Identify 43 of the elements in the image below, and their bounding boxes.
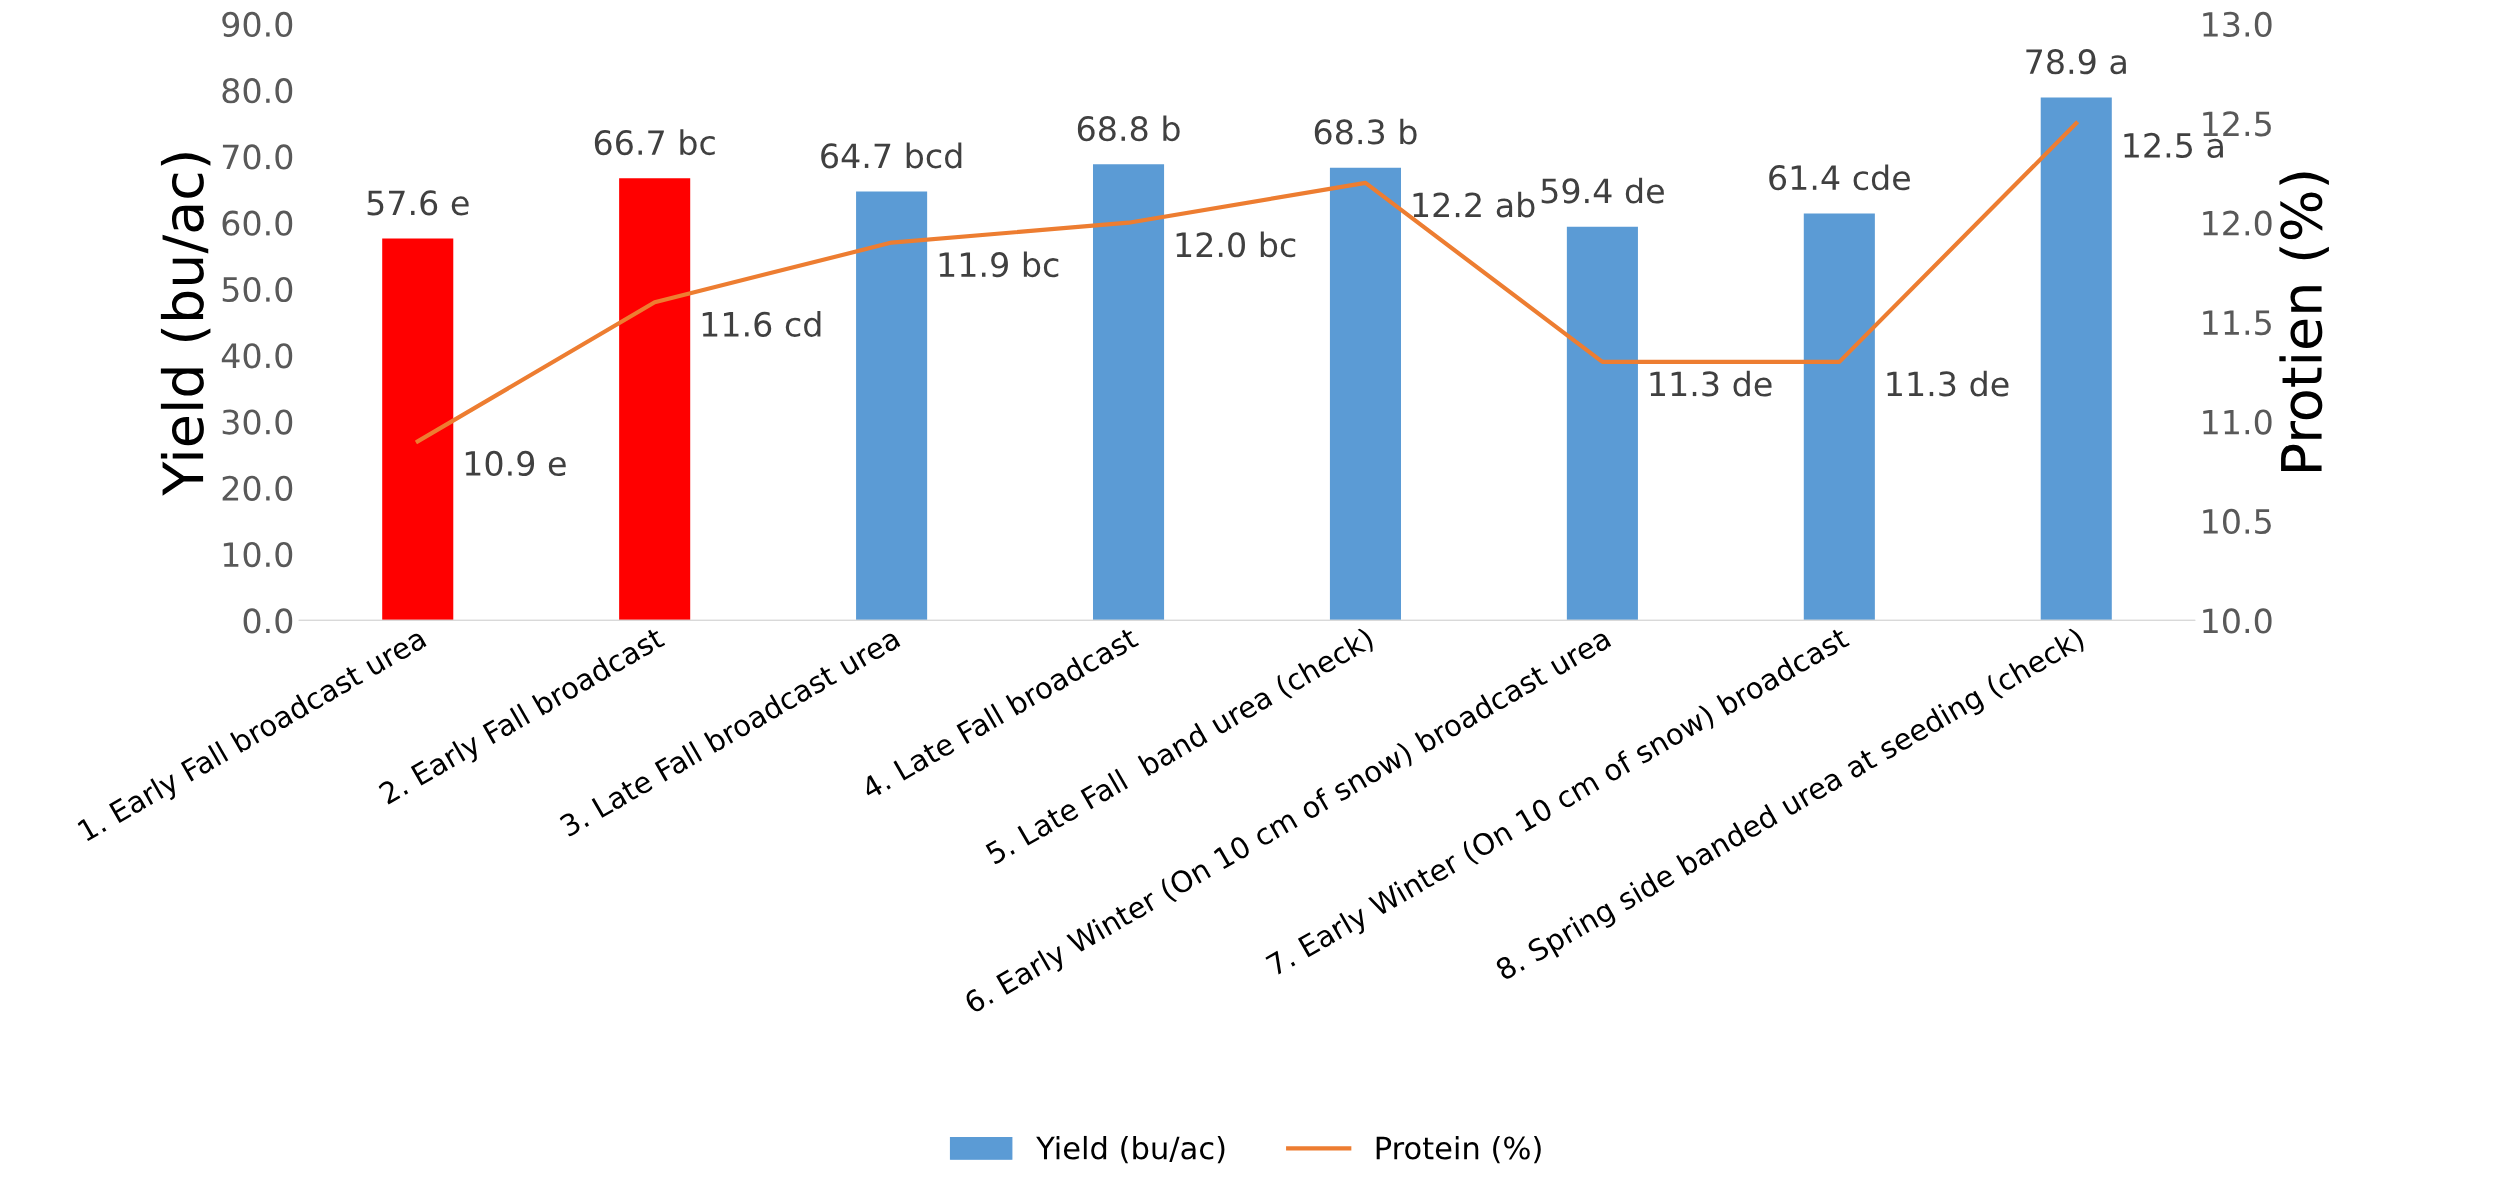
- bar: [856, 191, 928, 621]
- bar: [382, 238, 454, 621]
- data-label: 78.9 a: [2026, 49, 2126, 75]
- bar: [619, 178, 691, 621]
- legend-label: Yield (bu/ac): [1036, 1135, 1225, 1164]
- y2-tick-label: 10.0: [2203, 608, 2272, 634]
- y2-tick-label: 11.5: [2203, 310, 2271, 336]
- y2-tick-label: 12.0: [2203, 210, 2272, 236]
- data-label: 12.0 bc: [1176, 231, 1296, 258]
- y-tick-label: 80.0: [222, 78, 293, 104]
- data-label: 57.6 e: [367, 190, 469, 216]
- data-label: 10.9 e: [465, 450, 566, 477]
- data-label: 11.3 de: [1887, 370, 2009, 397]
- y-tick-label: 90.0: [222, 11, 293, 37]
- data-label: 11.6 cd: [702, 311, 821, 337]
- data-label: 66.7 bc: [594, 129, 715, 156]
- legend-label: Protein (%): [1376, 1135, 1541, 1164]
- data-label: 59.4 de: [1541, 177, 1664, 204]
- y-tick-label: 0.0: [243, 608, 293, 634]
- y-tick-label: 50.0: [222, 276, 293, 303]
- data-label: 68.8 b: [1077, 115, 1180, 142]
- data-label: 12.2 ab: [1413, 191, 1535, 218]
- y-tick-label: 10.0: [223, 542, 293, 568]
- data-label: 64.7 bcd: [821, 142, 962, 169]
- y2-tick-label: 13.0: [2203, 11, 2272, 37]
- y-axis-title: Yield (bu/ac): [160, 153, 211, 496]
- bar: [2040, 97, 2112, 621]
- y-tick-label: 30.0: [222, 409, 293, 435]
- data-label: 61.4 cde: [1769, 164, 1910, 191]
- bar: [1566, 226, 1638, 621]
- y-tick-label: 70.0: [222, 144, 293, 170]
- y-tick-label: 40.0: [221, 343, 293, 369]
- y-tick-label: 20.0: [222, 475, 293, 501]
- data-label: 11.9 bc: [939, 251, 1059, 278]
- bar: [1093, 164, 1165, 621]
- y-tick-label: 60.0: [222, 210, 293, 236]
- y2-axis-title: Protien (%): [2279, 172, 2329, 471]
- data-label: 68.3 b: [1314, 118, 1417, 145]
- bar: [1329, 167, 1401, 621]
- data-label: 11.3 de: [1650, 370, 1772, 397]
- bar: [1803, 213, 1875, 621]
- y2-tick-label: 11.0: [2203, 409, 2272, 435]
- y2-tick-label: 10.5: [2203, 508, 2271, 535]
